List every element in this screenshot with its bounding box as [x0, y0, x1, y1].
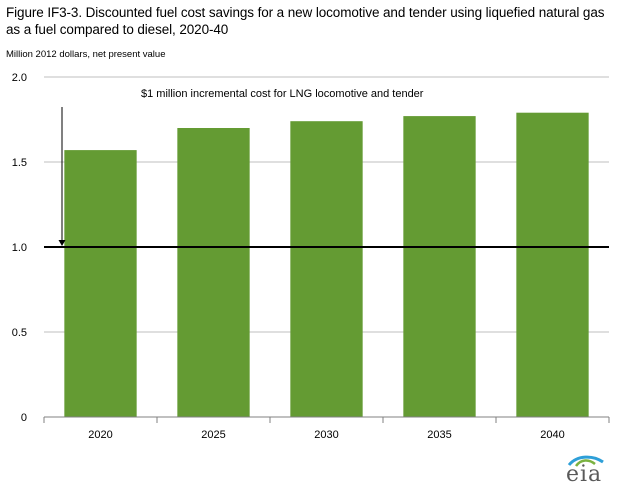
y-tick-label: 2.0: [12, 72, 27, 84]
eia-logo-text: eia: [566, 462, 603, 487]
x-tick-label: 2020: [88, 429, 112, 441]
y-tick-label: 0: [21, 412, 27, 424]
x-tick-label: 2030: [314, 429, 338, 441]
bar-2035: [403, 116, 476, 417]
y-tick-label: 0.5: [12, 327, 27, 339]
x-tick-label: 2035: [427, 429, 451, 441]
bar-2030: [290, 121, 363, 417]
bar-2040: [516, 112, 589, 417]
bars: [64, 112, 589, 417]
annotation-arrowhead: [58, 240, 66, 246]
chart-subtitle: Million 2012 dollars, net present value: [6, 49, 166, 60]
x-tick-label: 2040: [540, 429, 564, 441]
bar-2025: [177, 128, 250, 417]
y-axis-labels: 0 0.5 1.0 1.5 2.0: [12, 72, 27, 424]
chart-title: Figure IF3-3. Discounted fuel cost savin…: [6, 5, 605, 37]
x-axis-labels: 2020 2025 2030 2035 2040: [43, 417, 610, 441]
bar-2020: [64, 150, 137, 417]
annotation-text: $1 million incremental cost for LNG loco…: [141, 88, 424, 100]
y-tick-label: 1.0: [12, 242, 27, 254]
y-tick-label: 1.5: [12, 157, 27, 169]
x-tick-label: 2025: [201, 429, 225, 441]
eia-logo-icon: [567, 455, 604, 467]
